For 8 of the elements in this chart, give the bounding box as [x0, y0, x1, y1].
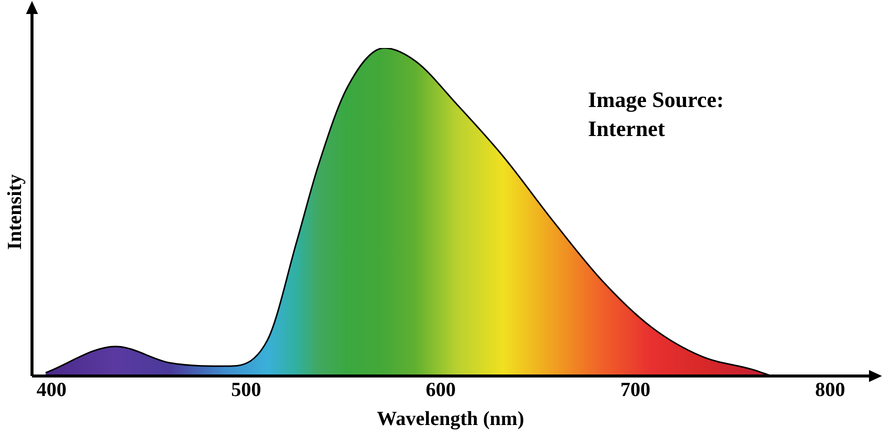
x-tick-label: 700 [620, 379, 650, 402]
x-tick-label: 800 [815, 379, 846, 402]
annotation: Image Source: Internet [588, 86, 725, 143]
x-axis-title: Wavelength (nm) [376, 408, 524, 430]
x-tick-label: 500 [231, 379, 262, 402]
x-tick-label: 400 [36, 379, 66, 402]
x-tick-label: 600 [426, 379, 456, 402]
y-axis-title: Intensity [4, 174, 26, 250]
